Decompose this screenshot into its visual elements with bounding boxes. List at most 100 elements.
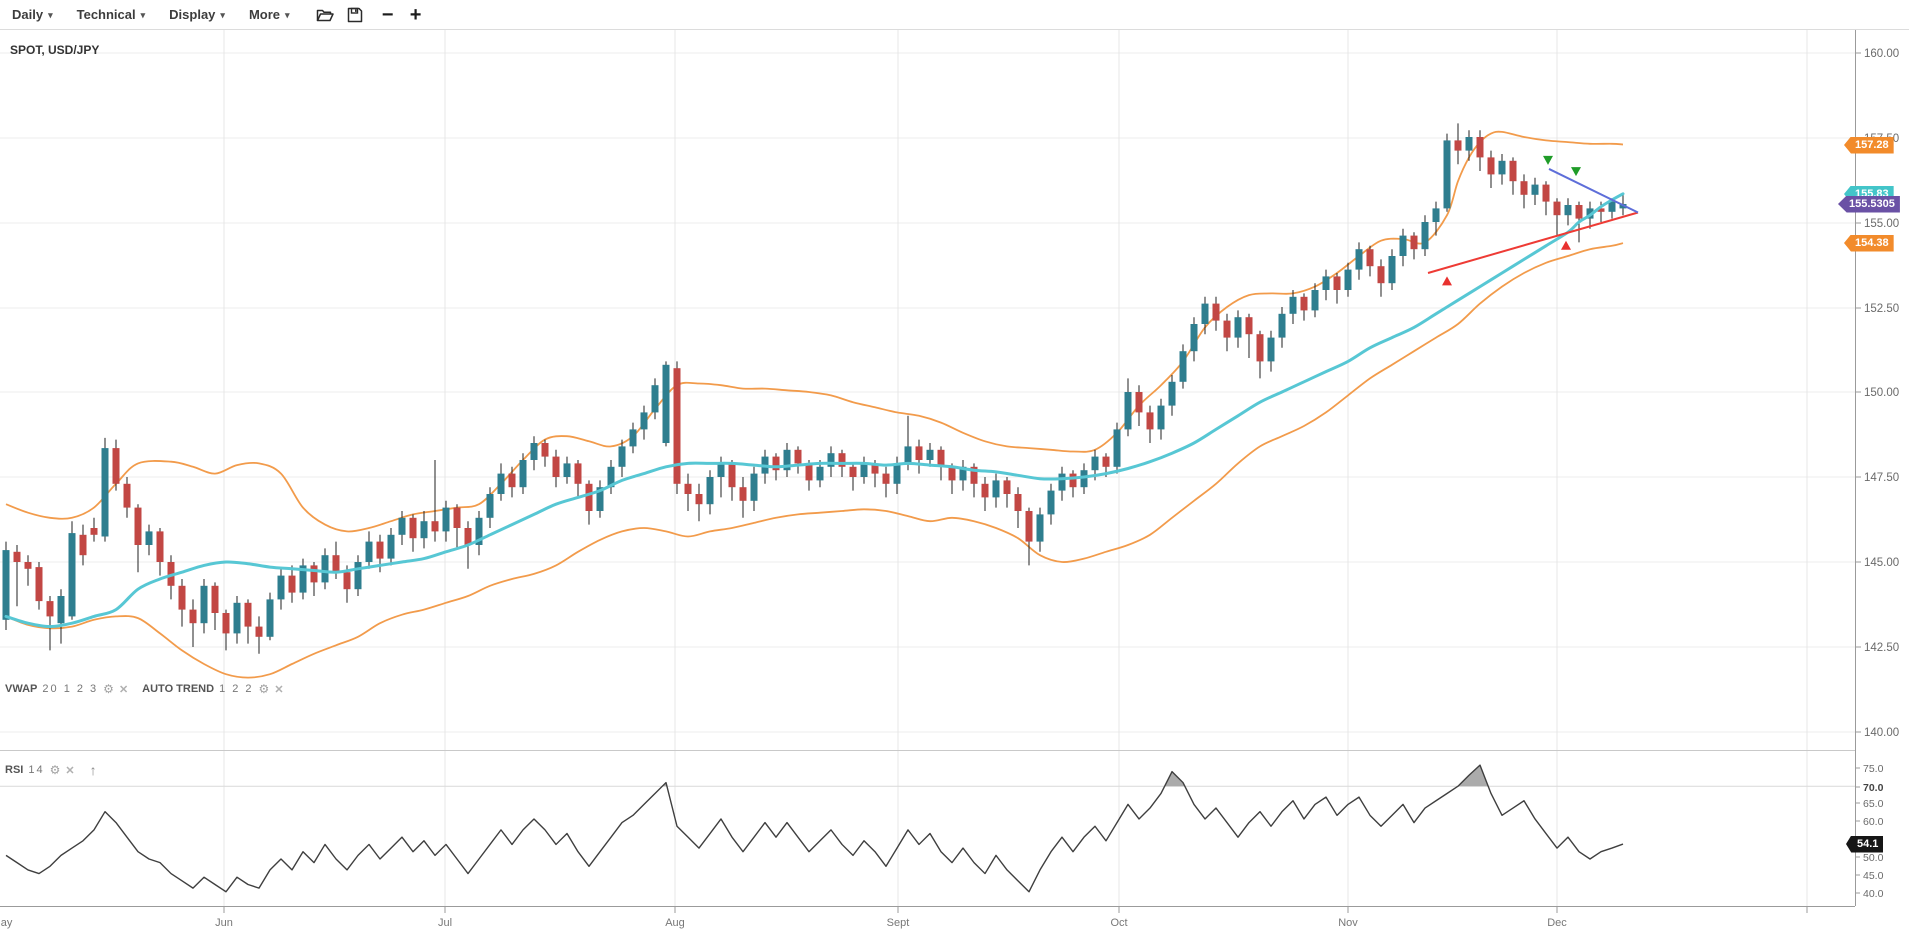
candle-up (596, 487, 604, 511)
candle-up (1432, 208, 1440, 222)
candle-up (904, 446, 912, 464)
zoom-out-button[interactable]: − (381, 3, 394, 26)
grid-layer (0, 30, 1855, 906)
candle-down (1223, 320, 1231, 338)
rsi-remove-icon[interactable]: ✕ (65, 764, 75, 777)
candle-up (860, 463, 868, 477)
candle-down (1102, 456, 1110, 467)
more-dropdown[interactable]: More ▾ (237, 0, 302, 29)
candle-up (1531, 184, 1539, 195)
candle-down (1003, 480, 1011, 494)
open-chart-button[interactable] (310, 0, 340, 29)
candle-up (1080, 470, 1088, 488)
timeframe-dropdown[interactable]: Daily ▾ (0, 0, 65, 29)
candle-down (90, 528, 98, 535)
vwap-indicator-label: VWAP (5, 683, 38, 695)
candle-up (1311, 290, 1319, 311)
candle-up (354, 562, 362, 590)
candle-up (717, 463, 725, 477)
candle-up (783, 449, 791, 471)
candle-up (145, 531, 153, 545)
candle-down (1135, 392, 1143, 413)
candle-down (915, 446, 923, 460)
rsi-layer (5, 764, 1624, 893)
candle-up (233, 602, 241, 634)
candle-down (970, 466, 978, 484)
candle-down (1377, 266, 1385, 284)
symbol-label: SPOT, USD/JPY (10, 43, 100, 57)
candle-up (893, 463, 901, 484)
candle-up (1179, 351, 1187, 382)
buy-signal-triangle (1442, 276, 1452, 286)
candle-down (508, 473, 516, 488)
candle-down (684, 483, 692, 494)
candle-down (1014, 494, 1022, 511)
price-axis-label: 140.00 (1864, 727, 1899, 739)
candle-up (299, 565, 307, 593)
candle-up (1157, 405, 1165, 430)
candle-up (1498, 160, 1506, 175)
rsi-axis-label: 40.0 (1863, 888, 1884, 900)
candle-down (1025, 511, 1033, 542)
rsi-expand-arrow-icon[interactable]: ↑ (89, 762, 97, 778)
rsi-overbought-fill (1164, 771, 1185, 787)
chevron-down-icon: ▾ (140, 10, 146, 20)
display-dropdown[interactable]: Display ▾ (157, 0, 237, 29)
rsi-line (5, 764, 1624, 893)
rsi-indicator-params: 14 (28, 764, 45, 776)
autotrend-settings-gear-icon[interactable]: ⚙ (258, 682, 270, 696)
candle-up (1388, 256, 1396, 284)
candle-up (1234, 317, 1242, 338)
candle-down (728, 463, 736, 488)
rsi-overbought-fill (1458, 765, 1489, 787)
save-chart-button[interactable] (340, 0, 370, 29)
candle-up (57, 596, 65, 624)
candle-down (35, 567, 43, 602)
rsi-axis-label: 75.0 (1863, 763, 1884, 775)
month-axis-label: Dec (1547, 917, 1567, 929)
candle-down (585, 483, 593, 511)
trend-line-resistance[interactable] (1548, 168, 1639, 214)
candle-up (750, 473, 758, 501)
candle-up (1047, 490, 1055, 515)
month-axis-label: Nov (1338, 917, 1358, 929)
price-badge-band: 154.38 (1844, 234, 1894, 252)
candle-down (1245, 317, 1253, 335)
candle-up (486, 494, 494, 518)
candle-down (222, 613, 230, 634)
candle-down (1520, 181, 1528, 195)
zoom-in-button[interactable]: + (409, 3, 422, 26)
month-axis-label: Jul (438, 917, 452, 929)
candle-down (541, 443, 549, 457)
candle-up (1091, 456, 1099, 471)
price-axis-label: 142.50 (1864, 642, 1899, 654)
candle-up (398, 517, 406, 535)
candle-down (13, 551, 21, 562)
trend-line-support[interactable] (1427, 211, 1639, 274)
vwap-settings-gear-icon[interactable]: ⚙ (103, 682, 114, 696)
candle-down (1487, 157, 1495, 175)
sell-signal-triangle (1543, 155, 1553, 165)
candle-down (244, 602, 252, 627)
month-axis-label: Jun (215, 917, 233, 929)
vwap-indicator-params: 20 1 2 3 (42, 683, 99, 695)
candle-up (1608, 201, 1616, 212)
candle-up (1267, 337, 1275, 362)
rsi-axis-label: 60.0 (1863, 816, 1884, 828)
candle-down (79, 534, 87, 556)
candle-down (1212, 303, 1220, 321)
candle-down (948, 466, 956, 481)
candle-down (552, 456, 560, 477)
more-dropdown-label: More (248, 7, 280, 22)
autotrend-remove-icon[interactable]: ✕ (274, 683, 284, 696)
candle-up (1058, 473, 1066, 491)
technical-dropdown[interactable]: Technical ▾ (65, 0, 158, 29)
price-axis-label: 160.00 (1864, 48, 1899, 60)
candle-down (1410, 235, 1418, 250)
vwap-remove-icon[interactable]: ✕ (118, 683, 129, 696)
candle-up (1190, 324, 1198, 352)
rsi-settings-gear-icon[interactable]: ⚙ (49, 763, 61, 777)
candlestick-layer (2, 123, 1627, 654)
candle-up (1278, 313, 1286, 338)
